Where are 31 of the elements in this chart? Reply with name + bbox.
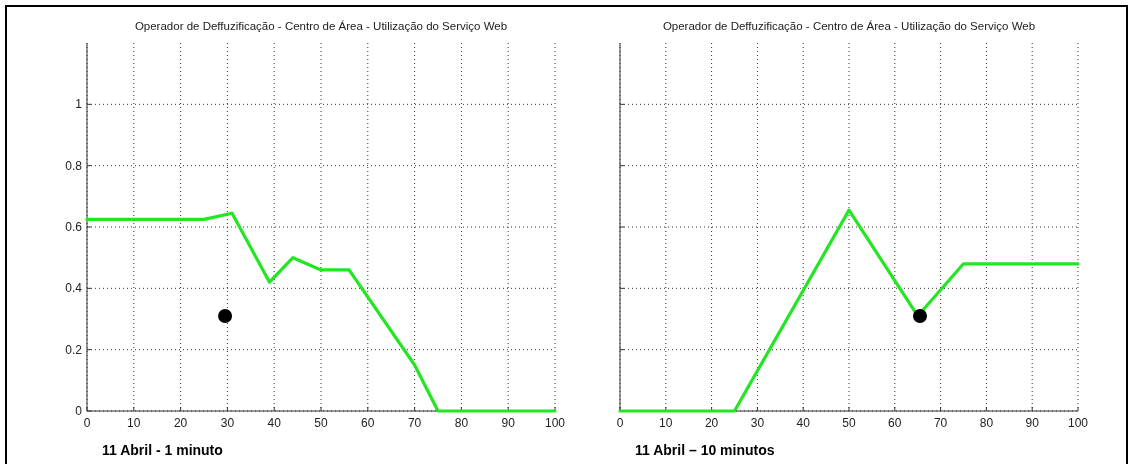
y-tick-label: 0.4 [65, 281, 83, 296]
x-tick-label: 90 [501, 416, 516, 430]
x-tick-label: 60 [361, 416, 375, 430]
text: 11 Abril - 1 minuto [102, 442, 223, 458]
x-tick-label: 100 [544, 416, 566, 430]
x-tick-label: 30 [750, 416, 765, 430]
x-tick-label: 10 [659, 416, 673, 430]
x-tick-label: 0 [616, 416, 624, 430]
chart-title: Operador de Deffuzificação - Centro de Área - Utilização do Serviço Web [662, 20, 1036, 32]
x-tick-label: 20 [173, 416, 188, 430]
y-tick-label: 0.6 [65, 220, 83, 234]
x-tick-label: 70 [933, 416, 948, 430]
y-tick-label: 1 [75, 97, 83, 112]
x-tick-label: 10 [127, 416, 141, 430]
x-tick-label: 40 [796, 416, 811, 430]
x-tick-label: 20 [704, 416, 719, 430]
x-tick-label: 90 [1025, 416, 1040, 430]
x-tick-label: 80 [454, 416, 469, 430]
chart-title: Operador de Deffuzificação - Centro de Área - Utilização do Serviço Web [134, 20, 508, 32]
y-tick-label: 0.8 [65, 158, 83, 173]
x-tick-label: 40 [267, 416, 282, 430]
x-tick-label: 50 [314, 416, 328, 430]
x-tick-label: 50 [842, 416, 856, 430]
x-tick-label: 100 [1067, 416, 1089, 430]
x-tick-label: 70 [407, 416, 422, 430]
x-tick-label: 60 [888, 416, 902, 430]
y-tick-label: 0 [75, 404, 83, 418]
x-tick-label: 80 [979, 416, 994, 430]
y-tick-label: 0.2 [65, 342, 83, 357]
x-tick-label: 30 [220, 416, 235, 430]
text: 11 Abril – 10 minutos [635, 442, 775, 458]
